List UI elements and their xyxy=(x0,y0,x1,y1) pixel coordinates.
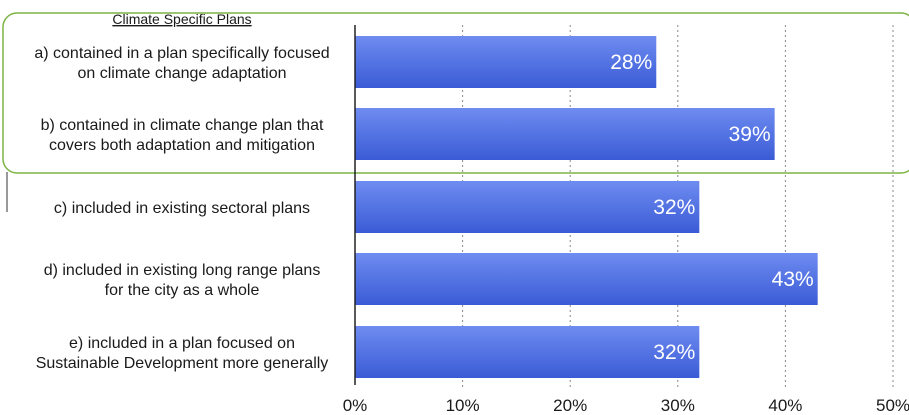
x-tick-label: 50% xyxy=(876,396,909,415)
x-tick-label: 0% xyxy=(343,396,368,415)
bar xyxy=(355,36,657,88)
category-label: for the city as a whole xyxy=(105,282,260,299)
bars: 28% 39% 32% 43% 32% xyxy=(355,36,818,378)
category-label: Sustainable Development more generally xyxy=(36,355,329,372)
x-tick-label: 10% xyxy=(446,396,480,415)
data-label: 43% xyxy=(772,268,814,291)
group-title: Climate Specific Plans xyxy=(112,11,251,27)
x-axis-ticks: 0% 10% 20% 30% 40% 50% xyxy=(343,396,909,415)
category-label: on climate change adaptation xyxy=(77,65,286,82)
data-label: 32% xyxy=(653,341,695,364)
bar xyxy=(355,326,700,378)
x-tick-label: 40% xyxy=(768,396,802,415)
data-label: 28% xyxy=(610,51,652,74)
category-label: c) included in existing sectoral plans xyxy=(54,200,310,217)
x-tick-label: 30% xyxy=(661,396,695,415)
category-label: d) included in existing long range plans xyxy=(44,262,321,279)
climate-specific-plans-highlight xyxy=(2,12,909,174)
bar xyxy=(355,108,775,160)
data-label: 32% xyxy=(653,196,695,219)
category-label: a) contained in a plan specifically focu… xyxy=(34,45,329,62)
bar xyxy=(355,181,700,233)
category-label: b) contained in climate change plan that xyxy=(41,117,324,134)
category-labels: a) contained in a plan specifically focu… xyxy=(34,45,329,372)
bar xyxy=(355,253,818,305)
category-label: covers both adaptation and mitigation xyxy=(49,137,315,154)
category-label: e) included in a plan focused on xyxy=(69,335,295,352)
data-label: 39% xyxy=(729,123,771,146)
x-tick-label: 20% xyxy=(553,396,587,415)
